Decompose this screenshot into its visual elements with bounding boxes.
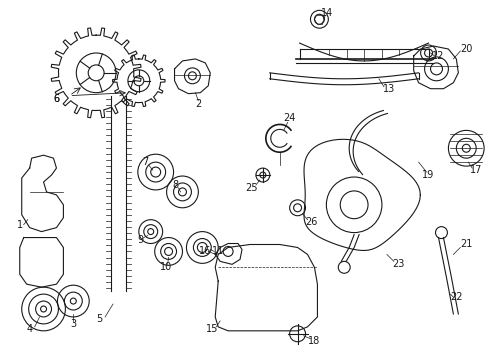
Text: 20: 20 bbox=[459, 44, 471, 54]
Text: 23: 23 bbox=[392, 259, 404, 269]
Text: 15: 15 bbox=[205, 324, 218, 334]
Text: 6: 6 bbox=[53, 94, 60, 104]
Text: 12: 12 bbox=[431, 51, 444, 61]
Text: 3: 3 bbox=[70, 319, 76, 329]
Text: 24: 24 bbox=[283, 113, 295, 123]
Text: 21: 21 bbox=[459, 239, 471, 249]
Text: 10: 10 bbox=[159, 262, 171, 272]
Text: 11: 11 bbox=[212, 247, 224, 256]
Text: 6: 6 bbox=[53, 94, 60, 104]
Text: 7: 7 bbox=[142, 157, 148, 167]
Text: 26: 26 bbox=[305, 217, 317, 227]
Text: 14: 14 bbox=[321, 8, 333, 18]
Text: 19: 19 bbox=[422, 170, 434, 180]
Text: 2: 2 bbox=[195, 99, 201, 109]
Text: 18: 18 bbox=[308, 336, 320, 346]
Text: 1: 1 bbox=[17, 220, 23, 230]
Text: 9: 9 bbox=[138, 234, 143, 244]
Text: 13: 13 bbox=[382, 84, 394, 94]
Text: 25: 25 bbox=[245, 183, 258, 193]
Text: 22: 22 bbox=[449, 292, 462, 302]
Text: 4: 4 bbox=[26, 324, 33, 334]
Text: 16: 16 bbox=[199, 247, 211, 256]
Text: 8: 8 bbox=[172, 180, 178, 190]
Text: 5: 5 bbox=[96, 314, 102, 324]
Text: 17: 17 bbox=[469, 165, 481, 175]
